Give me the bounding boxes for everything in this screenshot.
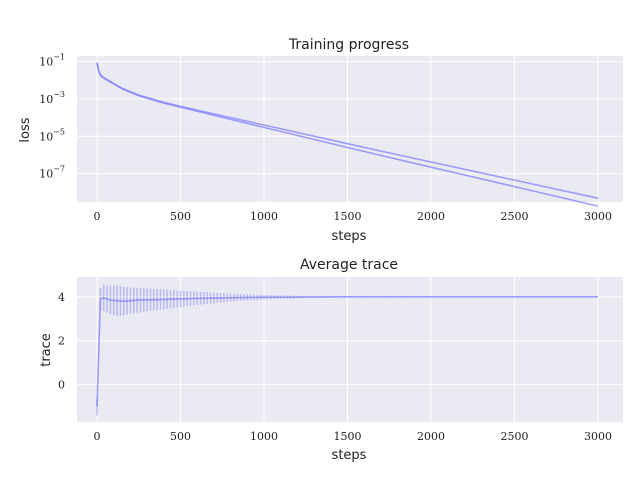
x-tick-labels: 0 500 1000 1500 2000 2500 3000 bbox=[94, 210, 612, 223]
mean-trace-line bbox=[96, 296, 598, 407]
y-tick-label: 4 bbox=[58, 291, 65, 304]
x-tick-label: 500 bbox=[170, 210, 191, 223]
chart-title: Average trace bbox=[300, 257, 398, 273]
x-axis-label: steps bbox=[332, 448, 367, 463]
x-tick-label: 1000 bbox=[250, 430, 278, 443]
series-line-2 bbox=[96, 62, 599, 199]
plot-area bbox=[77, 277, 623, 422]
x-tick-label: 2500 bbox=[500, 430, 528, 443]
x-tick-label: 2000 bbox=[417, 430, 445, 443]
plot-area bbox=[77, 56, 623, 202]
y-tick-labels: 0 2 4 bbox=[58, 291, 65, 392]
grid bbox=[77, 56, 623, 202]
series-lines bbox=[96, 284, 598, 416]
y-tick-label: 10−7 bbox=[39, 165, 65, 181]
y-axis-label: trace bbox=[39, 333, 54, 367]
training-progress-chart: 0 500 1000 1500 2000 2500 3000 10−110−310−510−… bbox=[18, 37, 623, 244]
y-tick-labels: 10−1 10−3 10−5 10−7 bbox=[39, 53, 65, 181]
x-tick-label: 500 bbox=[170, 430, 191, 443]
y-tick-label: 0 bbox=[58, 379, 65, 392]
y-tick-label: 10−3 bbox=[39, 90, 65, 106]
average-trace-chart: 0 500 1000 1500 2000 2500 3000 0 2 4 Average tra… bbox=[39, 257, 623, 463]
x-tick-label: 3000 bbox=[584, 430, 612, 443]
grid bbox=[77, 277, 623, 422]
x-tick-label: 2500 bbox=[500, 210, 528, 223]
y-axis-label: loss bbox=[18, 117, 33, 142]
y-tick-label: 10−1 bbox=[39, 53, 65, 69]
x-axis-label: steps bbox=[332, 229, 367, 244]
x-tick-labels: 0 500 1000 1500 2000 2500 3000 bbox=[94, 430, 612, 443]
y-tick-label: 10−5 bbox=[39, 127, 65, 143]
x-tick-label: 3000 bbox=[584, 210, 612, 223]
x-tick-label: 0 bbox=[94, 430, 101, 443]
series-lines bbox=[96, 62, 599, 207]
x-tick-label: 1500 bbox=[333, 430, 361, 443]
x-tick-label: 1000 bbox=[250, 210, 278, 223]
y-tick-label: 2 bbox=[58, 335, 65, 348]
x-tick-label: 0 bbox=[94, 210, 101, 223]
x-tick-label: 2000 bbox=[417, 210, 445, 223]
chart-title: Training progress bbox=[288, 37, 409, 53]
x-tick-label: 1500 bbox=[333, 210, 361, 223]
